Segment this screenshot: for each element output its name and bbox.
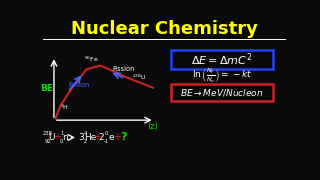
Text: 0: 0 [60, 139, 63, 144]
Text: He: He [84, 133, 97, 142]
Text: n: n [62, 133, 68, 142]
Text: $^{238}$U: $^{238}$U [132, 72, 147, 82]
Text: 3: 3 [78, 133, 84, 142]
Text: 1: 1 [60, 130, 63, 136]
Text: 2: 2 [84, 139, 87, 144]
Text: U: U [48, 133, 55, 142]
Text: $\Delta E = \Delta mC^2$: $\Delta E = \Delta mC^2$ [191, 51, 253, 68]
Text: +: + [53, 132, 61, 143]
Text: Fission: Fission [113, 66, 135, 72]
Text: e: e [108, 133, 114, 142]
Text: ?: ? [120, 132, 127, 143]
Text: $^2$H: $^2$H [60, 103, 69, 112]
Text: -1: -1 [103, 139, 108, 144]
Text: $\ln\left(\frac{N_F}{N_o}\right) = -kt$: $\ln\left(\frac{N_F}{N_o}\right) = -kt$ [192, 66, 252, 85]
Text: Nuclear Chemistry: Nuclear Chemistry [71, 20, 257, 38]
Text: +: + [92, 132, 100, 143]
Text: 2: 2 [99, 133, 104, 142]
Text: Fusion: Fusion [68, 82, 89, 88]
Text: $^{56}$Fe: $^{56}$Fe [84, 55, 99, 64]
Text: BE: BE [40, 84, 53, 93]
Text: +: + [113, 132, 121, 143]
Text: (z): (z) [148, 122, 159, 131]
Text: 4: 4 [84, 130, 87, 136]
Text: $BE \rightarrow MeV/Nucleon$: $BE \rightarrow MeV/Nucleon$ [180, 87, 264, 98]
Text: 238: 238 [43, 130, 53, 136]
Text: 92: 92 [44, 139, 51, 144]
Text: 0: 0 [104, 130, 108, 136]
